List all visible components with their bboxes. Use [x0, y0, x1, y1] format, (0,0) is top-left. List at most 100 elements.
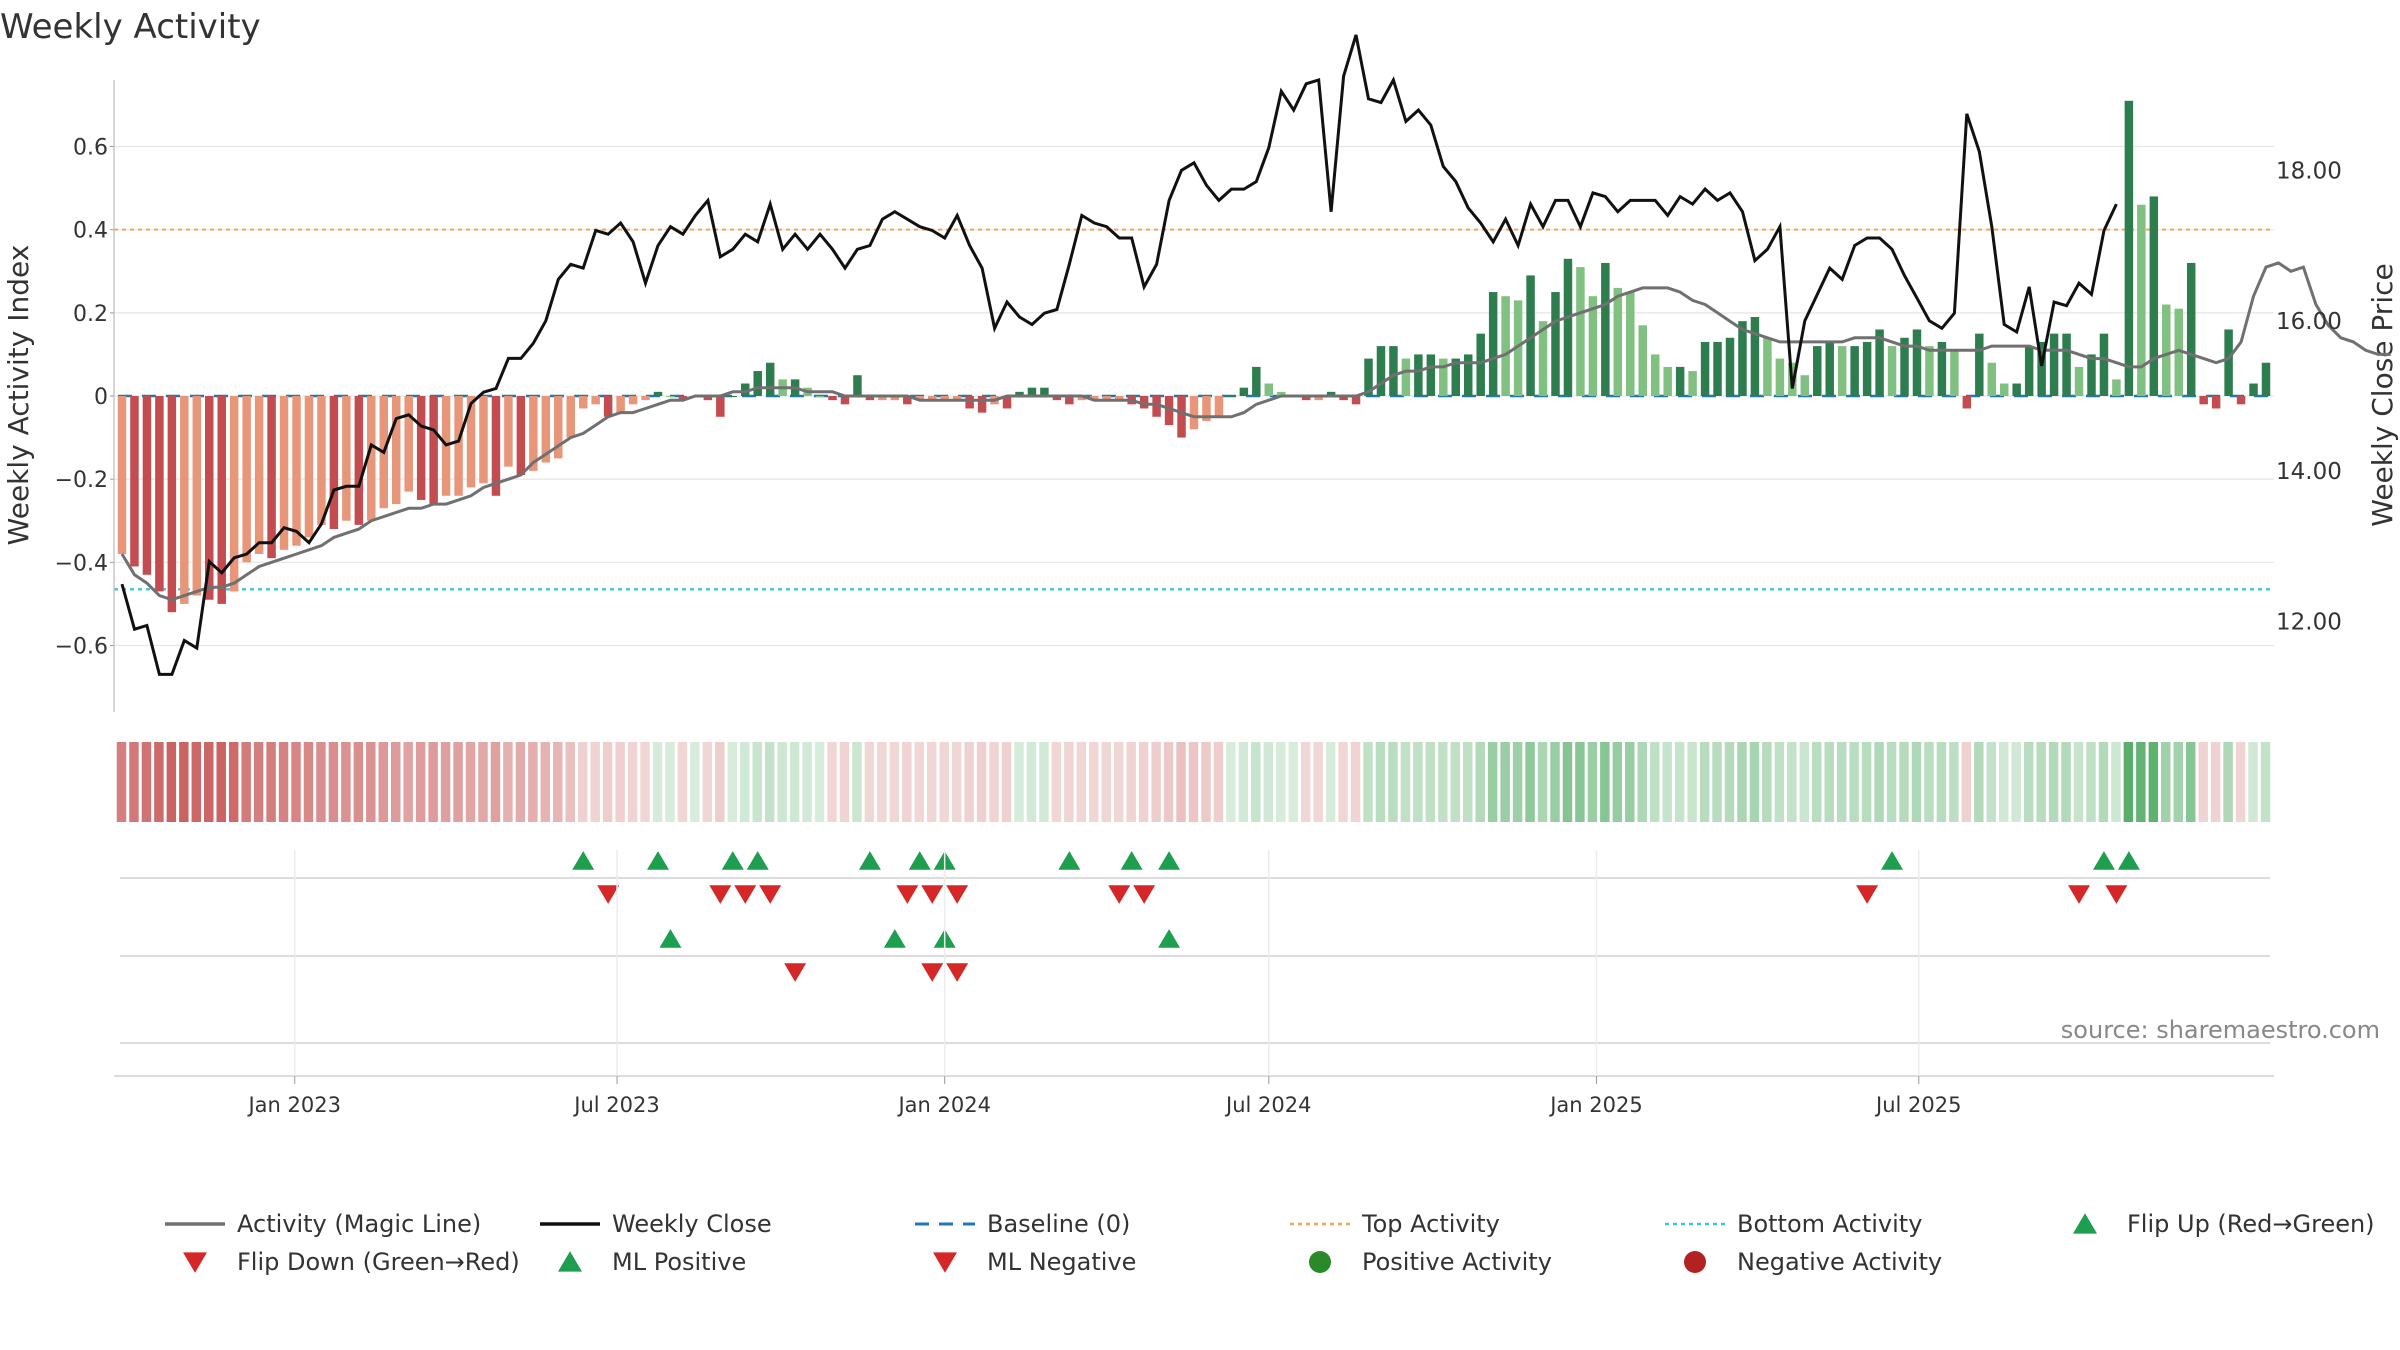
flip-up-marker	[647, 851, 669, 870]
heat-strip-cell	[1388, 742, 1398, 822]
heat-strip-cell	[1425, 742, 1436, 822]
x-tick-label: Jan 2024	[896, 1093, 991, 1117]
legend-label: Top Activity	[1361, 1210, 1500, 1238]
flip-up-marker	[908, 851, 931, 870]
flip-down-marker	[2068, 885, 2091, 904]
heat-strip-cell	[2198, 742, 2208, 822]
activity-bar	[367, 396, 376, 521]
activity-bar	[130, 396, 139, 567]
heat-strip-cell	[1799, 742, 1810, 822]
legend-item: Positive Activity	[1309, 1248, 1552, 1276]
activity-bar	[815, 396, 825, 397]
activity-bar	[1015, 391, 1024, 396]
heat-strip-cell	[989, 742, 999, 822]
activity-bar	[2199, 396, 2208, 405]
flip-up-marker	[721, 851, 744, 870]
activity-bar	[653, 391, 663, 396]
activity-bar	[2137, 204, 2146, 396]
activity-bar	[1551, 292, 1560, 396]
activity-bar	[1277, 391, 1286, 396]
activity-bar	[1613, 287, 1623, 396]
heat-strip-cell	[752, 742, 762, 822]
legend-label: ML Positive	[612, 1248, 746, 1276]
activity-bar	[529, 396, 538, 471]
activity-bar	[279, 396, 289, 550]
flip-down-marker	[709, 885, 732, 904]
heat-strip-cell	[1836, 742, 1847, 822]
heat-strip-cell	[1600, 742, 1610, 822]
heat-strip-cell	[877, 742, 887, 822]
heat-strip-cell	[129, 742, 139, 822]
legend-label: Negative Activity	[1737, 1248, 1942, 1276]
heat-strip-cell	[951, 742, 962, 822]
activity-bar	[1900, 337, 1909, 396]
activity-bar	[2049, 333, 2059, 396]
activity-bar	[242, 396, 251, 563]
heat-strip-cell	[1911, 742, 1922, 822]
heat-strip-cell	[553, 742, 563, 822]
heat-strip-cell	[2173, 742, 2183, 822]
activity-bar	[890, 396, 900, 401]
x-tick-label: Jul 2025	[1874, 1093, 1961, 1117]
activity-bar	[1775, 358, 1785, 396]
activity-bar	[728, 396, 738, 397]
heat-strip-cell	[1226, 742, 1236, 822]
activity-bar	[205, 396, 214, 600]
heat-strip-cell	[1213, 742, 1224, 822]
activity-bar	[2124, 100, 2134, 396]
legend-label: Positive Activity	[1362, 1248, 1552, 1276]
heat-strip-cell	[1251, 742, 1261, 822]
heat-strip-cell	[141, 742, 152, 822]
heat-strip-cell	[1949, 742, 1959, 822]
legend: Activity (Magic Line) Weekly Close Baselin…	[165, 1210, 2375, 1276]
activity-bar	[1339, 396, 1348, 401]
activity-bar	[1227, 396, 1236, 397]
activity-bar	[491, 396, 501, 496]
heat-strip-cell	[204, 742, 214, 822]
heat-strip-cell	[1126, 742, 1136, 822]
heat-strip-cell	[1936, 742, 1947, 822]
left-tick-label: 0.4	[73, 219, 108, 244]
activity-bar	[1925, 346, 1934, 396]
activity-bar	[2062, 333, 2071, 396]
activity-bar	[142, 396, 152, 575]
activity-bar	[1164, 396, 1174, 426]
activity-bar	[180, 396, 189, 604]
activity-bar	[1937, 341, 1947, 396]
activity-bar	[566, 396, 575, 438]
flip-up-marker	[1058, 851, 1081, 870]
activity-bar	[2037, 341, 2046, 396]
x-tick-label: Jul 2024	[1224, 1093, 1311, 1117]
flip-up-marker	[1120, 851, 1143, 870]
heat-strip-cell	[2073, 742, 2084, 822]
activity-bar	[1501, 296, 1510, 396]
activity-bar	[1513, 300, 1523, 396]
flip-down-marker	[946, 885, 969, 904]
activity-bar	[1077, 396, 1087, 401]
activity-bar	[1663, 366, 1672, 396]
activity-bar	[1638, 325, 1647, 396]
heat-strip-cell	[727, 742, 738, 822]
signal-markers	[114, 851, 2274, 1077]
activity-bar	[117, 396, 127, 554]
activity-bar	[504, 396, 513, 467]
activity-bar	[1052, 396, 1062, 401]
heat-strip-cell	[1637, 742, 1647, 822]
activity-bar	[404, 396, 413, 492]
heat-strip-cell	[328, 742, 339, 822]
heat-strip-cell	[465, 742, 476, 822]
legend-label: Flip Up (Red→Green)	[2127, 1210, 2375, 1238]
heat-strip-cell	[889, 742, 900, 822]
heat-strip-cell	[1662, 742, 1672, 822]
heat-strip-cell	[789, 742, 800, 822]
heat-strip-cell	[440, 742, 451, 822]
activity-bar	[416, 396, 426, 500]
right-tick-label: 18.00	[2276, 158, 2342, 184]
activity-bar	[1950, 350, 1959, 396]
series-lines	[120, 34, 2391, 676]
heat-strip-cell	[852, 742, 862, 822]
heat-strip-cell	[1986, 742, 1997, 822]
activity-bar	[217, 396, 226, 604]
activity-bar	[578, 396, 588, 409]
heat-strip-cell	[2161, 742, 2171, 822]
